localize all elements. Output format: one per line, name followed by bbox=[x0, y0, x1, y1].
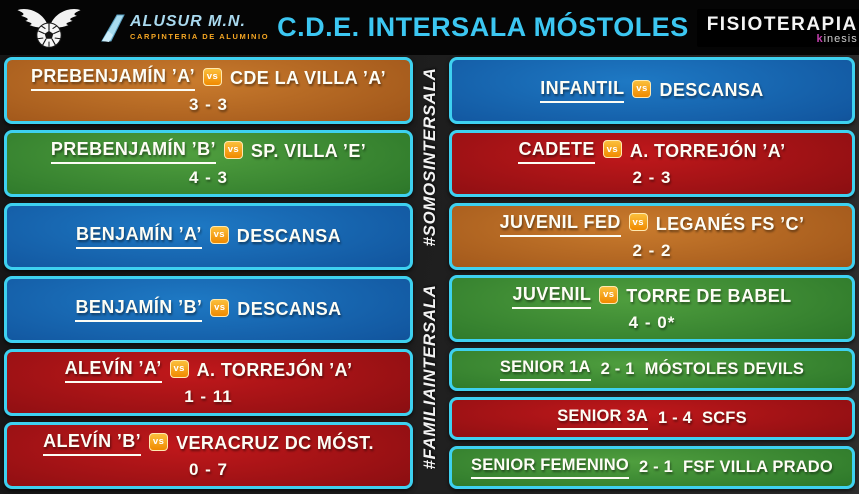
hashtag-familiaintersala: #FAMILIAINTERSALA bbox=[420, 284, 439, 470]
left-results-column: PREBENJAMÍN ’A’ vs CDE LA VILLA ’A’ 3 - … bbox=[4, 57, 413, 489]
match-card-juvenil: JUVENIL vs TORRE DE BABEL 4 - 0* bbox=[449, 275, 855, 343]
vs-badge: vs bbox=[169, 359, 189, 378]
alusur-tagline: CARPINTERIA DE ALUMINIO bbox=[130, 32, 270, 42]
sponsor-fisioterapia-logo: FISIOTERAPIA kinesis bbox=[696, 8, 859, 47]
match-score: 2 - 1 bbox=[600, 360, 635, 379]
home-team: SENIOR 1A bbox=[499, 358, 591, 382]
match-line: CADETE vs A. TORREJÓN ’A’ bbox=[518, 139, 785, 164]
home-team: BENJAMÍN ’B’ bbox=[75, 297, 203, 322]
vs-badge: vs bbox=[628, 213, 648, 232]
match-score: 4 - 3 bbox=[188, 168, 229, 187]
match-line: ALEVÍN ’A’ vs A. TORREJÓN ’A’ bbox=[64, 358, 353, 383]
home-team: PREBENJAMÍN ’B’ bbox=[50, 139, 216, 164]
match-card-benjamin-a: BENJAMÍN ’A’ vs DESCANSA bbox=[4, 203, 413, 270]
away-team: TORRE DE BABEL bbox=[626, 286, 792, 307]
match-card-alevin-b: ALEVÍN ’B’ vs VERACRUZ DC MÓST. 0 - 7 bbox=[4, 422, 413, 489]
page-title: C.D.E. INTERSALA MÓSTOLES bbox=[277, 12, 689, 42]
match-score: 2 - 2 bbox=[632, 240, 672, 260]
away-team: SP. VILLA ’E’ bbox=[250, 141, 367, 161]
vs-badge: vs bbox=[632, 79, 652, 98]
match-card-benjamin-b: BENJAMÍN ’B’ vs DESCANSA bbox=[4, 276, 413, 343]
result-row-senior-3a: SENIOR 3A 1 - 4 SCFS bbox=[449, 397, 855, 441]
club-logo-winged-ball-icon bbox=[17, 8, 81, 48]
match-line: PREBENJAMÍN ’A’ vs CDE LA VILLA ’A’ bbox=[30, 66, 387, 91]
match-line: JUVENIL FED vs LEGANÉS FS ’C’ bbox=[499, 212, 805, 237]
away-team: DESCANSA bbox=[237, 299, 342, 319]
away-team: A. TORREJÓN ’A’ bbox=[196, 360, 353, 380]
sponsor-alusur-logo: ALUSUR M.N. CARPINTERIA DE ALUMINIO bbox=[100, 11, 269, 45]
home-team: ALEVÍN ’B’ bbox=[43, 431, 142, 456]
fisioterapia-name: FISIOTERAPIA bbox=[706, 13, 858, 35]
match-card-prebenjamin-b: PREBENJAMÍN ’B’ vs SP. VILLA ’E’ 4 - 3 bbox=[4, 130, 413, 197]
kinesis-k: k bbox=[816, 33, 824, 46]
away-team: A. TORREJÓN ’A’ bbox=[629, 140, 786, 161]
match-card-alevin-a: ALEVÍN ’A’ vs A. TORREJÓN ’A’ 1 - 11 bbox=[4, 349, 413, 416]
home-team: BENJAMÍN ’A’ bbox=[75, 224, 202, 249]
alusur-text: ALUSUR M.N. CARPINTERIA DE ALUMINIO bbox=[130, 14, 269, 41]
result-row-senior-femenino: SENIOR FEMENINO 2 - 1 FSF VILLA PRADO bbox=[449, 445, 855, 489]
vs-badge: vs bbox=[210, 298, 230, 317]
match-score: 3 - 3 bbox=[188, 95, 229, 114]
vs-badge: vs bbox=[599, 285, 619, 304]
home-team: JUVENIL FED bbox=[499, 212, 621, 237]
right-results-column: INFANTIL vs DESCANSA CADETE vs A. TORREJ… bbox=[449, 57, 855, 489]
vs-badge: vs bbox=[209, 225, 229, 244]
alusur-name: ALUSUR M.N. bbox=[130, 13, 246, 31]
vs-badge: vs bbox=[149, 432, 169, 451]
vs-badge: vs bbox=[223, 140, 243, 159]
away-team: SCFS bbox=[701, 409, 747, 428]
match-line: ALEVÍN ’B’ vs VERACRUZ DC MÓST. bbox=[43, 431, 374, 456]
hashtag-somosintersala: #SOMOSINTERSALA bbox=[420, 67, 439, 247]
home-team: PREBENJAMÍN ’A’ bbox=[30, 66, 195, 91]
away-team: FSF VILLA PRADO bbox=[682, 457, 833, 476]
away-team: DESCANSA bbox=[659, 80, 764, 100]
result-line: SENIOR FEMENINO 2 - 1 FSF VILLA PRADO bbox=[471, 456, 833, 479]
match-line: PREBENJAMÍN ’B’ vs SP. VILLA ’E’ bbox=[50, 139, 367, 164]
alusur-blade-icon bbox=[101, 14, 125, 42]
match-card-prebenjamin-a: PREBENJAMÍN ’A’ vs CDE LA VILLA ’A’ 3 - … bbox=[4, 57, 413, 124]
home-team: CADETE bbox=[518, 139, 595, 164]
kinesis-wordmark: kinesis bbox=[816, 33, 857, 46]
home-team: SENIOR FEMENINO bbox=[471, 456, 629, 479]
result-line: SENIOR 3A 1 - 4 SCFS bbox=[557, 407, 747, 431]
home-team: ALEVÍN ’A’ bbox=[64, 358, 162, 383]
result-row-senior-1a: SENIOR 1A 2 - 1 MÓSTOLES DEVILS bbox=[449, 348, 855, 392]
match-score: 1 - 11 bbox=[184, 387, 233, 406]
away-team: DESCANSA bbox=[236, 226, 342, 246]
match-score: 4 - 0* bbox=[628, 313, 676, 333]
match-line: INFANTIL vs DESCANSA bbox=[540, 78, 763, 103]
home-team: SENIOR 3A bbox=[557, 407, 648, 431]
match-score: 1 - 4 bbox=[657, 409, 692, 428]
away-team: MÓSTOLES DEVILS bbox=[644, 360, 805, 379]
kinesis-rest: inesis bbox=[823, 33, 858, 46]
match-card-juvenil-fed: JUVENIL FED vs LEGANÉS FS ’C’ 2 - 2 bbox=[449, 202, 855, 270]
result-line: SENIOR 1A 2 - 1 MÓSTOLES DEVILS bbox=[499, 358, 805, 382]
vs-badge: vs bbox=[202, 67, 222, 86]
away-team: CDE LA VILLA ’A’ bbox=[229, 68, 387, 88]
away-team: LEGANÉS FS ’C’ bbox=[655, 213, 805, 234]
match-line: BENJAMÍN ’B’ vs DESCANSA bbox=[75, 297, 341, 322]
away-team: VERACRUZ DC MÓST. bbox=[176, 433, 374, 453]
match-score: 2 - 3 bbox=[632, 167, 672, 187]
vs-badge: vs bbox=[602, 140, 622, 159]
match-score: 2 - 1 bbox=[638, 457, 673, 476]
match-line: JUVENIL vs TORRE DE BABEL bbox=[512, 284, 792, 310]
match-line: BENJAMÍN ’A’ vs DESCANSA bbox=[75, 224, 342, 249]
match-score: 0 - 7 bbox=[188, 460, 229, 479]
match-card-infantil: INFANTIL vs DESCANSA bbox=[449, 57, 855, 124]
home-team: INFANTIL bbox=[540, 78, 625, 103]
home-team: JUVENIL bbox=[512, 284, 592, 310]
match-card-cadete: CADETE vs A. TORREJÓN ’A’ 2 - 3 bbox=[449, 129, 855, 197]
header: ALUSUR M.N. CARPINTERIA DE ALUMINIO C.D.… bbox=[0, 0, 859, 55]
